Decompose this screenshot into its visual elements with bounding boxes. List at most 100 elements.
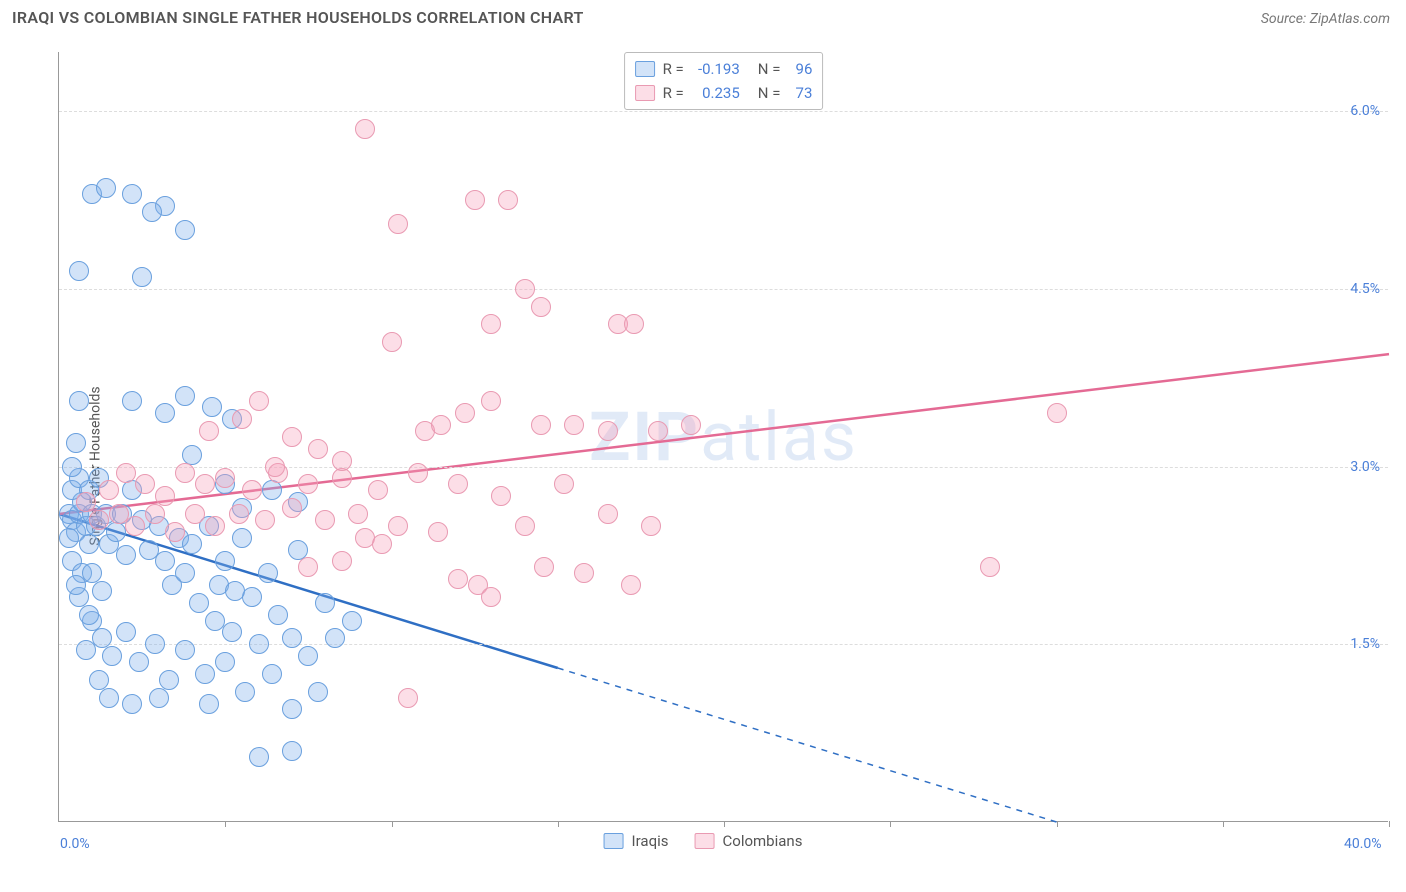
legend-swatch <box>635 61 655 77</box>
gridline <box>59 111 1388 112</box>
data-point <box>232 409 252 429</box>
data-point <box>598 504 618 524</box>
data-point <box>1047 403 1067 423</box>
data-point <box>135 474 155 494</box>
data-point <box>648 421 668 441</box>
data-point <box>342 611 362 631</box>
data-point <box>255 510 275 530</box>
data-point <box>159 670 179 690</box>
data-point <box>574 563 594 583</box>
stat-n-value: 96 <box>788 57 812 81</box>
y-tick-label: 1.5% <box>1350 636 1380 652</box>
stat-r-value: -0.193 <box>692 57 740 81</box>
data-point <box>132 267 152 287</box>
data-point <box>298 557 318 577</box>
chart-area: Single Father Households ZIPatlas R =-0.… <box>0 40 1406 892</box>
data-point <box>298 646 318 666</box>
data-point <box>491 486 511 506</box>
data-point <box>225 581 245 601</box>
data-point <box>308 682 328 702</box>
data-point <box>215 468 235 488</box>
data-point <box>398 688 418 708</box>
gridline <box>59 289 1388 290</box>
data-point <box>249 391 269 411</box>
data-point <box>268 605 288 625</box>
x-tick <box>1223 821 1224 827</box>
data-point <box>96 178 116 198</box>
data-point <box>185 504 205 524</box>
data-point <box>79 534 99 554</box>
data-point <box>431 415 451 435</box>
data-point <box>149 688 169 708</box>
data-point <box>388 214 408 234</box>
data-point <box>681 415 701 435</box>
data-point <box>481 314 501 334</box>
data-point <box>66 575 86 595</box>
source-label: Source: ZipAtlas.com <box>1261 11 1390 27</box>
x-tick <box>890 821 891 827</box>
data-point <box>142 202 162 222</box>
legend-row: R =0.235N =73 <box>635 81 813 105</box>
data-point <box>155 551 175 571</box>
data-point <box>455 403 475 423</box>
trend-lines-layer <box>59 52 1388 821</box>
trend-line-dashed <box>558 668 1057 822</box>
y-tick-label: 3.0% <box>1350 459 1380 475</box>
data-point <box>372 534 392 554</box>
legend-label: Colombians <box>723 832 803 850</box>
data-point <box>69 391 89 411</box>
data-point <box>116 463 136 483</box>
data-point <box>554 474 574 494</box>
data-point <box>92 581 112 601</box>
data-point <box>481 587 501 607</box>
data-point <box>125 516 145 536</box>
data-point <box>202 397 222 417</box>
data-point <box>215 551 235 571</box>
data-point <box>122 694 142 714</box>
legend-item: Colombians <box>695 832 803 850</box>
data-point <box>258 563 278 583</box>
data-point <box>531 415 551 435</box>
data-point <box>66 433 86 453</box>
data-point <box>332 451 352 471</box>
data-point <box>621 575 641 595</box>
legend-row: R =-0.193N =96 <box>635 57 813 81</box>
data-point <box>122 184 142 204</box>
data-point <box>332 551 352 571</box>
chart-title: IRAQI VS COLOMBIAN SINGLE FATHER HOUSEHO… <box>12 8 584 27</box>
data-point <box>235 682 255 702</box>
data-point <box>325 628 345 648</box>
data-point <box>315 593 335 613</box>
data-point <box>308 439 328 459</box>
legend-item: Iraqis <box>604 832 669 850</box>
data-point <box>229 504 249 524</box>
data-point <box>498 190 518 210</box>
chart-header: IRAQI VS COLOMBIAN SINGLE FATHER HOUSEHO… <box>0 0 1406 35</box>
data-point <box>76 640 96 660</box>
data-point <box>282 427 302 447</box>
y-tick-label: 4.5% <box>1350 281 1380 297</box>
data-point <box>282 741 302 761</box>
stat-n-value: 73 <box>788 81 812 105</box>
x-tick <box>724 821 725 827</box>
data-point <box>116 622 136 642</box>
data-point <box>368 480 388 500</box>
data-point <box>232 528 252 548</box>
data-point <box>249 634 269 654</box>
data-point <box>242 480 262 500</box>
data-point <box>355 119 375 139</box>
data-point <box>222 622 242 642</box>
stat-r-label: R = <box>663 81 684 105</box>
data-point <box>515 279 535 299</box>
data-point <box>129 652 149 672</box>
data-point <box>282 498 302 518</box>
data-point <box>205 516 225 536</box>
data-point <box>332 468 352 488</box>
data-point <box>195 664 215 684</box>
data-point <box>175 463 195 483</box>
data-point <box>515 516 535 536</box>
data-point <box>465 190 485 210</box>
data-point <box>249 747 269 767</box>
data-point <box>980 557 1000 577</box>
data-point <box>348 504 368 524</box>
